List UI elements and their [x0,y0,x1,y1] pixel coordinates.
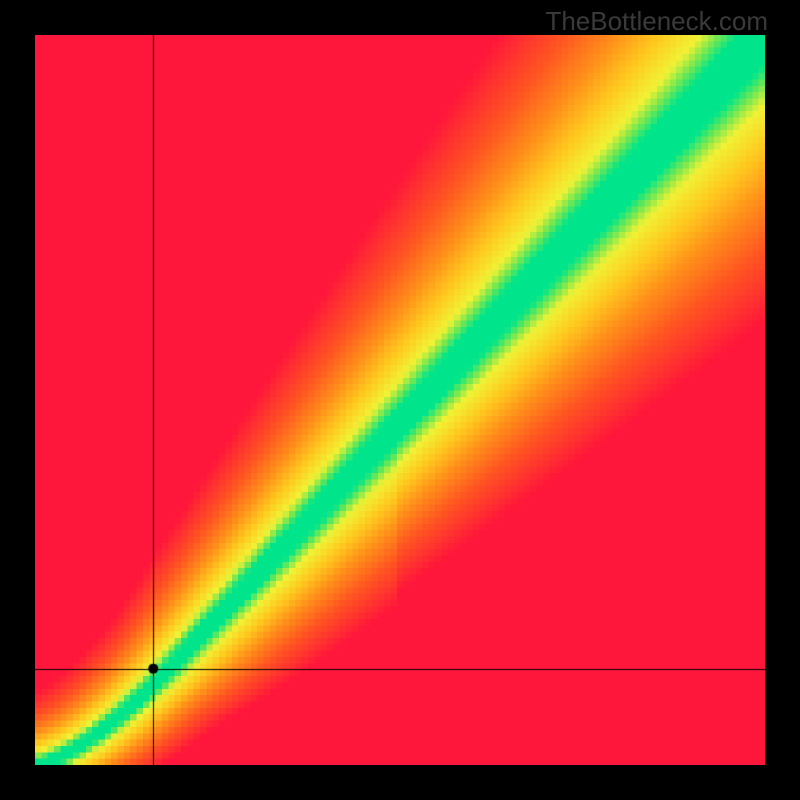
bottleneck-heatmap [35,35,765,765]
plot-area [35,35,765,765]
watermark-text: TheBottleneck.com [545,6,768,37]
chart-frame: TheBottleneck.com [0,0,800,800]
